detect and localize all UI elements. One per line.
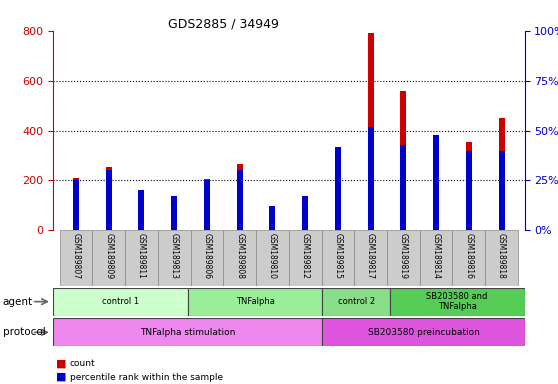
Bar: [499, 118, 504, 230]
Text: GSM189815: GSM189815: [333, 233, 343, 279]
Bar: [289, 230, 321, 286]
Bar: [433, 143, 439, 230]
Text: TNFalpha stimulation: TNFalpha stimulation: [140, 328, 235, 337]
Bar: [204, 180, 210, 230]
Text: agent: agent: [3, 296, 33, 307]
Text: GSM189808: GSM189808: [235, 233, 244, 279]
Bar: [138, 200, 145, 230]
Bar: [433, 134, 439, 230]
Bar: [53, 288, 187, 316]
Bar: [321, 230, 354, 286]
Text: protocol: protocol: [3, 327, 46, 338]
Text: ■: ■: [56, 358, 66, 368]
Text: control 1: control 1: [102, 297, 139, 306]
Bar: [499, 151, 504, 230]
Text: TNFalpha: TNFalpha: [235, 297, 275, 306]
Bar: [420, 230, 453, 286]
Bar: [53, 318, 323, 346]
Bar: [390, 288, 525, 316]
Text: GSM189811: GSM189811: [137, 233, 146, 279]
Text: SB203580 preincubation: SB203580 preincubation: [368, 328, 479, 337]
Bar: [190, 230, 223, 286]
Bar: [466, 142, 472, 230]
Bar: [237, 170, 243, 230]
Bar: [171, 198, 177, 230]
Bar: [158, 230, 190, 286]
Text: GSM189813: GSM189813: [170, 233, 179, 279]
Bar: [105, 170, 112, 230]
Bar: [237, 164, 243, 230]
Bar: [387, 230, 420, 286]
Bar: [323, 288, 390, 316]
Bar: [73, 178, 79, 230]
Bar: [401, 91, 406, 230]
Text: GSM189809: GSM189809: [104, 233, 113, 279]
Bar: [335, 147, 341, 230]
Text: percentile rank within the sample: percentile rank within the sample: [70, 372, 223, 382]
Bar: [335, 158, 341, 230]
Bar: [171, 197, 177, 230]
Bar: [270, 207, 275, 230]
Bar: [73, 180, 79, 230]
Bar: [302, 197, 308, 230]
Bar: [485, 230, 518, 286]
Text: GSM189806: GSM189806: [203, 233, 211, 279]
Text: ■: ■: [56, 372, 66, 382]
Text: GDS2885 / 34949: GDS2885 / 34949: [168, 17, 278, 30]
Bar: [125, 230, 158, 286]
Bar: [256, 230, 289, 286]
Text: GSM189816: GSM189816: [464, 233, 473, 279]
Text: control 2: control 2: [338, 297, 374, 306]
Bar: [368, 33, 373, 230]
Text: GSM189810: GSM189810: [268, 233, 277, 279]
Bar: [401, 144, 406, 230]
Bar: [92, 230, 125, 286]
Text: SB203580 and
TNFalpha: SB203580 and TNFalpha: [426, 292, 488, 311]
Bar: [138, 190, 145, 230]
Bar: [204, 179, 210, 230]
Text: count: count: [70, 359, 95, 368]
Bar: [323, 318, 525, 346]
Bar: [60, 230, 92, 286]
Text: GSM189812: GSM189812: [301, 233, 310, 279]
Bar: [354, 230, 387, 286]
Text: GSM189807: GSM189807: [71, 233, 80, 279]
Bar: [302, 200, 308, 230]
Bar: [187, 288, 323, 316]
Bar: [368, 127, 373, 230]
Bar: [270, 210, 275, 230]
Bar: [466, 151, 472, 230]
Text: GSM189814: GSM189814: [431, 233, 441, 279]
Bar: [453, 230, 485, 286]
Bar: [223, 230, 256, 286]
Text: GSM189818: GSM189818: [497, 233, 506, 279]
Text: GSM189817: GSM189817: [366, 233, 375, 279]
Text: GSM189819: GSM189819: [399, 233, 408, 279]
Bar: [105, 167, 112, 230]
